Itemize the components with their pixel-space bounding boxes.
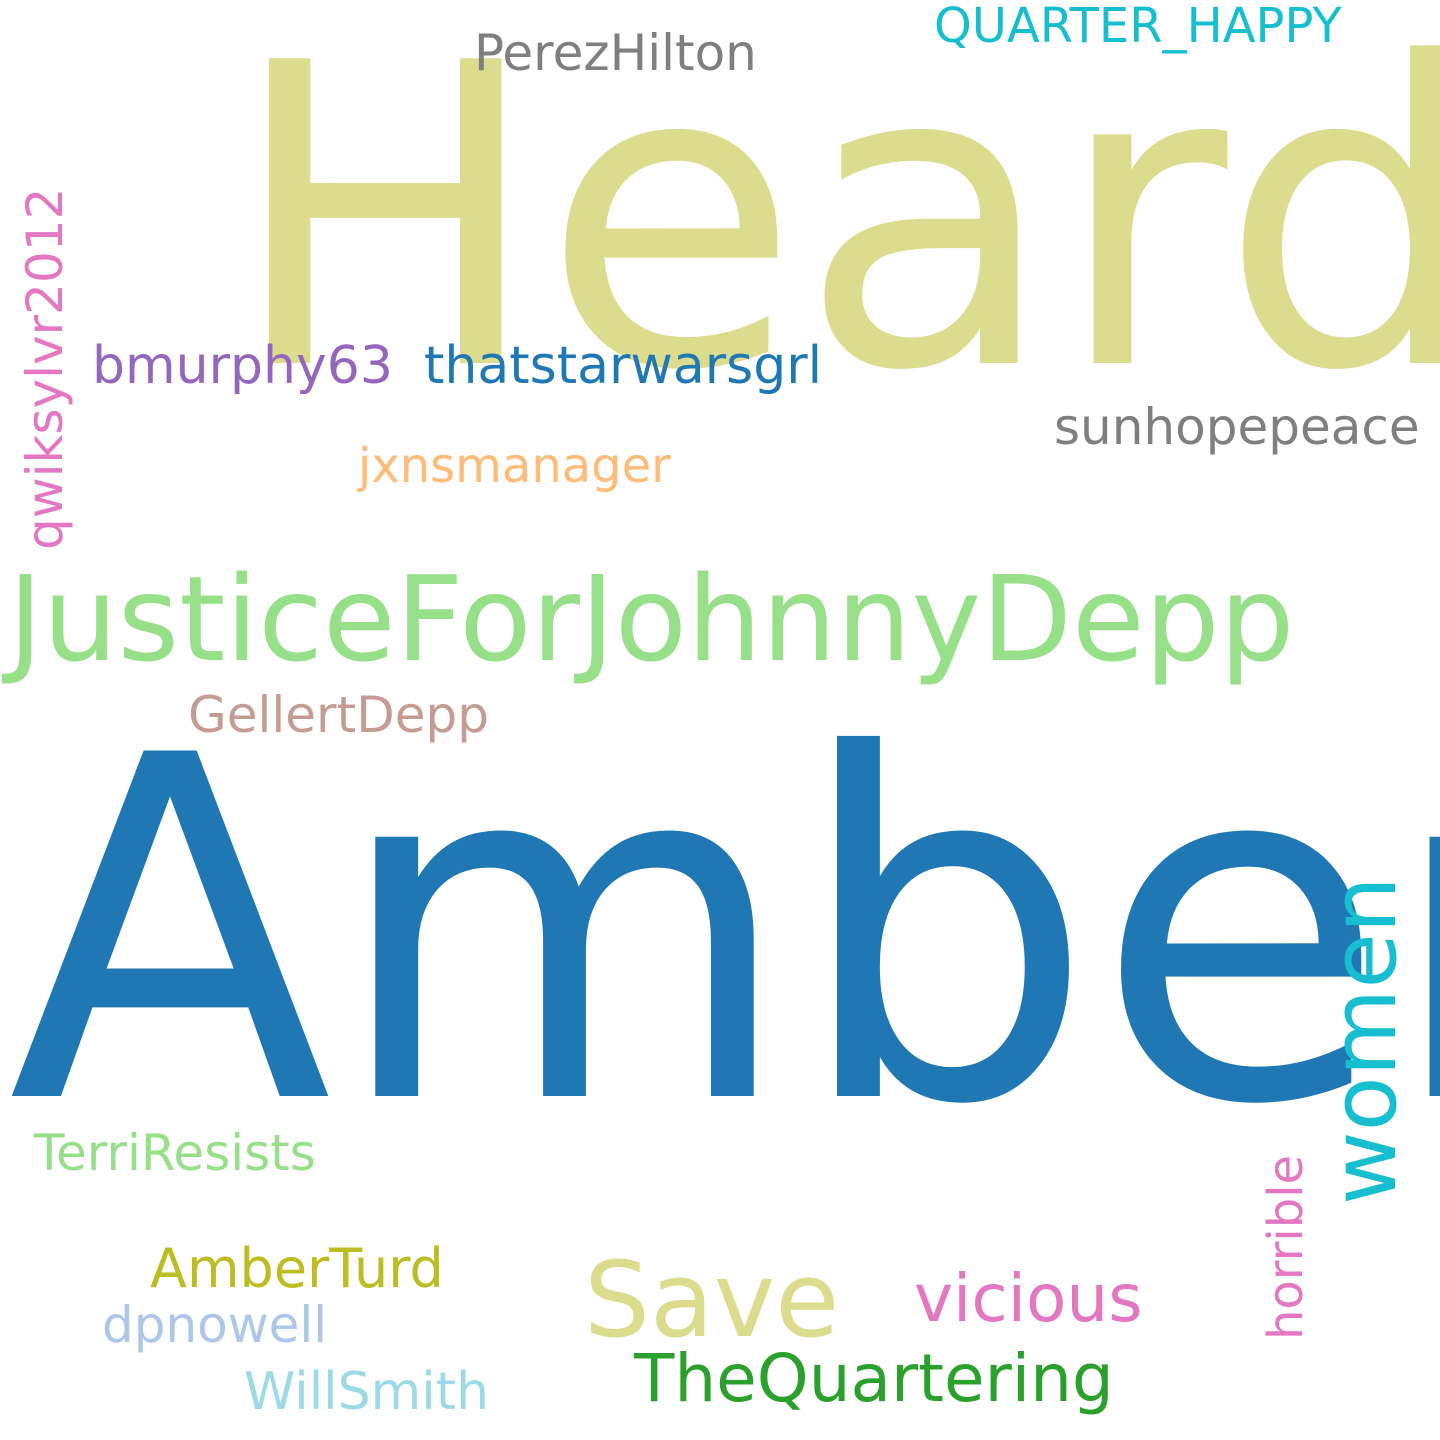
word-sunhopepeace: sunhopepeace <box>1054 398 1420 456</box>
word-willsmith: WillSmith <box>244 1362 490 1422</box>
word-amberturd: AmberTurd <box>150 1237 444 1300</box>
word-jxnsmanager: jxnsmanager <box>358 438 671 494</box>
word-thequartering: TheQuartering <box>634 1340 1114 1417</box>
word-justiceforjohnnydepp: JusticeForJohnnyDepp <box>8 550 1295 688</box>
word-women: women <box>1312 876 1417 1205</box>
word-dpnowell: dpnowell <box>102 1296 328 1354</box>
word-quarter-happy: QUARTER_HAPPY <box>934 0 1342 54</box>
word-gellertdepp: GellertDepp <box>188 686 489 744</box>
word-save: Save <box>584 1239 840 1361</box>
word-thatstarwarsgrl: thatstarwarsgrl <box>424 336 823 396</box>
word-horrible: horrible <box>1258 1154 1314 1340</box>
word-perezhilton: PerezHilton <box>474 24 757 82</box>
word-amber: Amber <box>8 656 1440 1208</box>
word-vicious: vicious <box>914 1260 1143 1337</box>
word-qwiksylvr2012: qwiksylvr2012 <box>16 187 74 550</box>
word-terriresists: TerriResists <box>34 1124 316 1182</box>
word-bmurphy63: bmurphy63 <box>92 336 393 396</box>
word-heard: Heard <box>228 0 1440 462</box>
